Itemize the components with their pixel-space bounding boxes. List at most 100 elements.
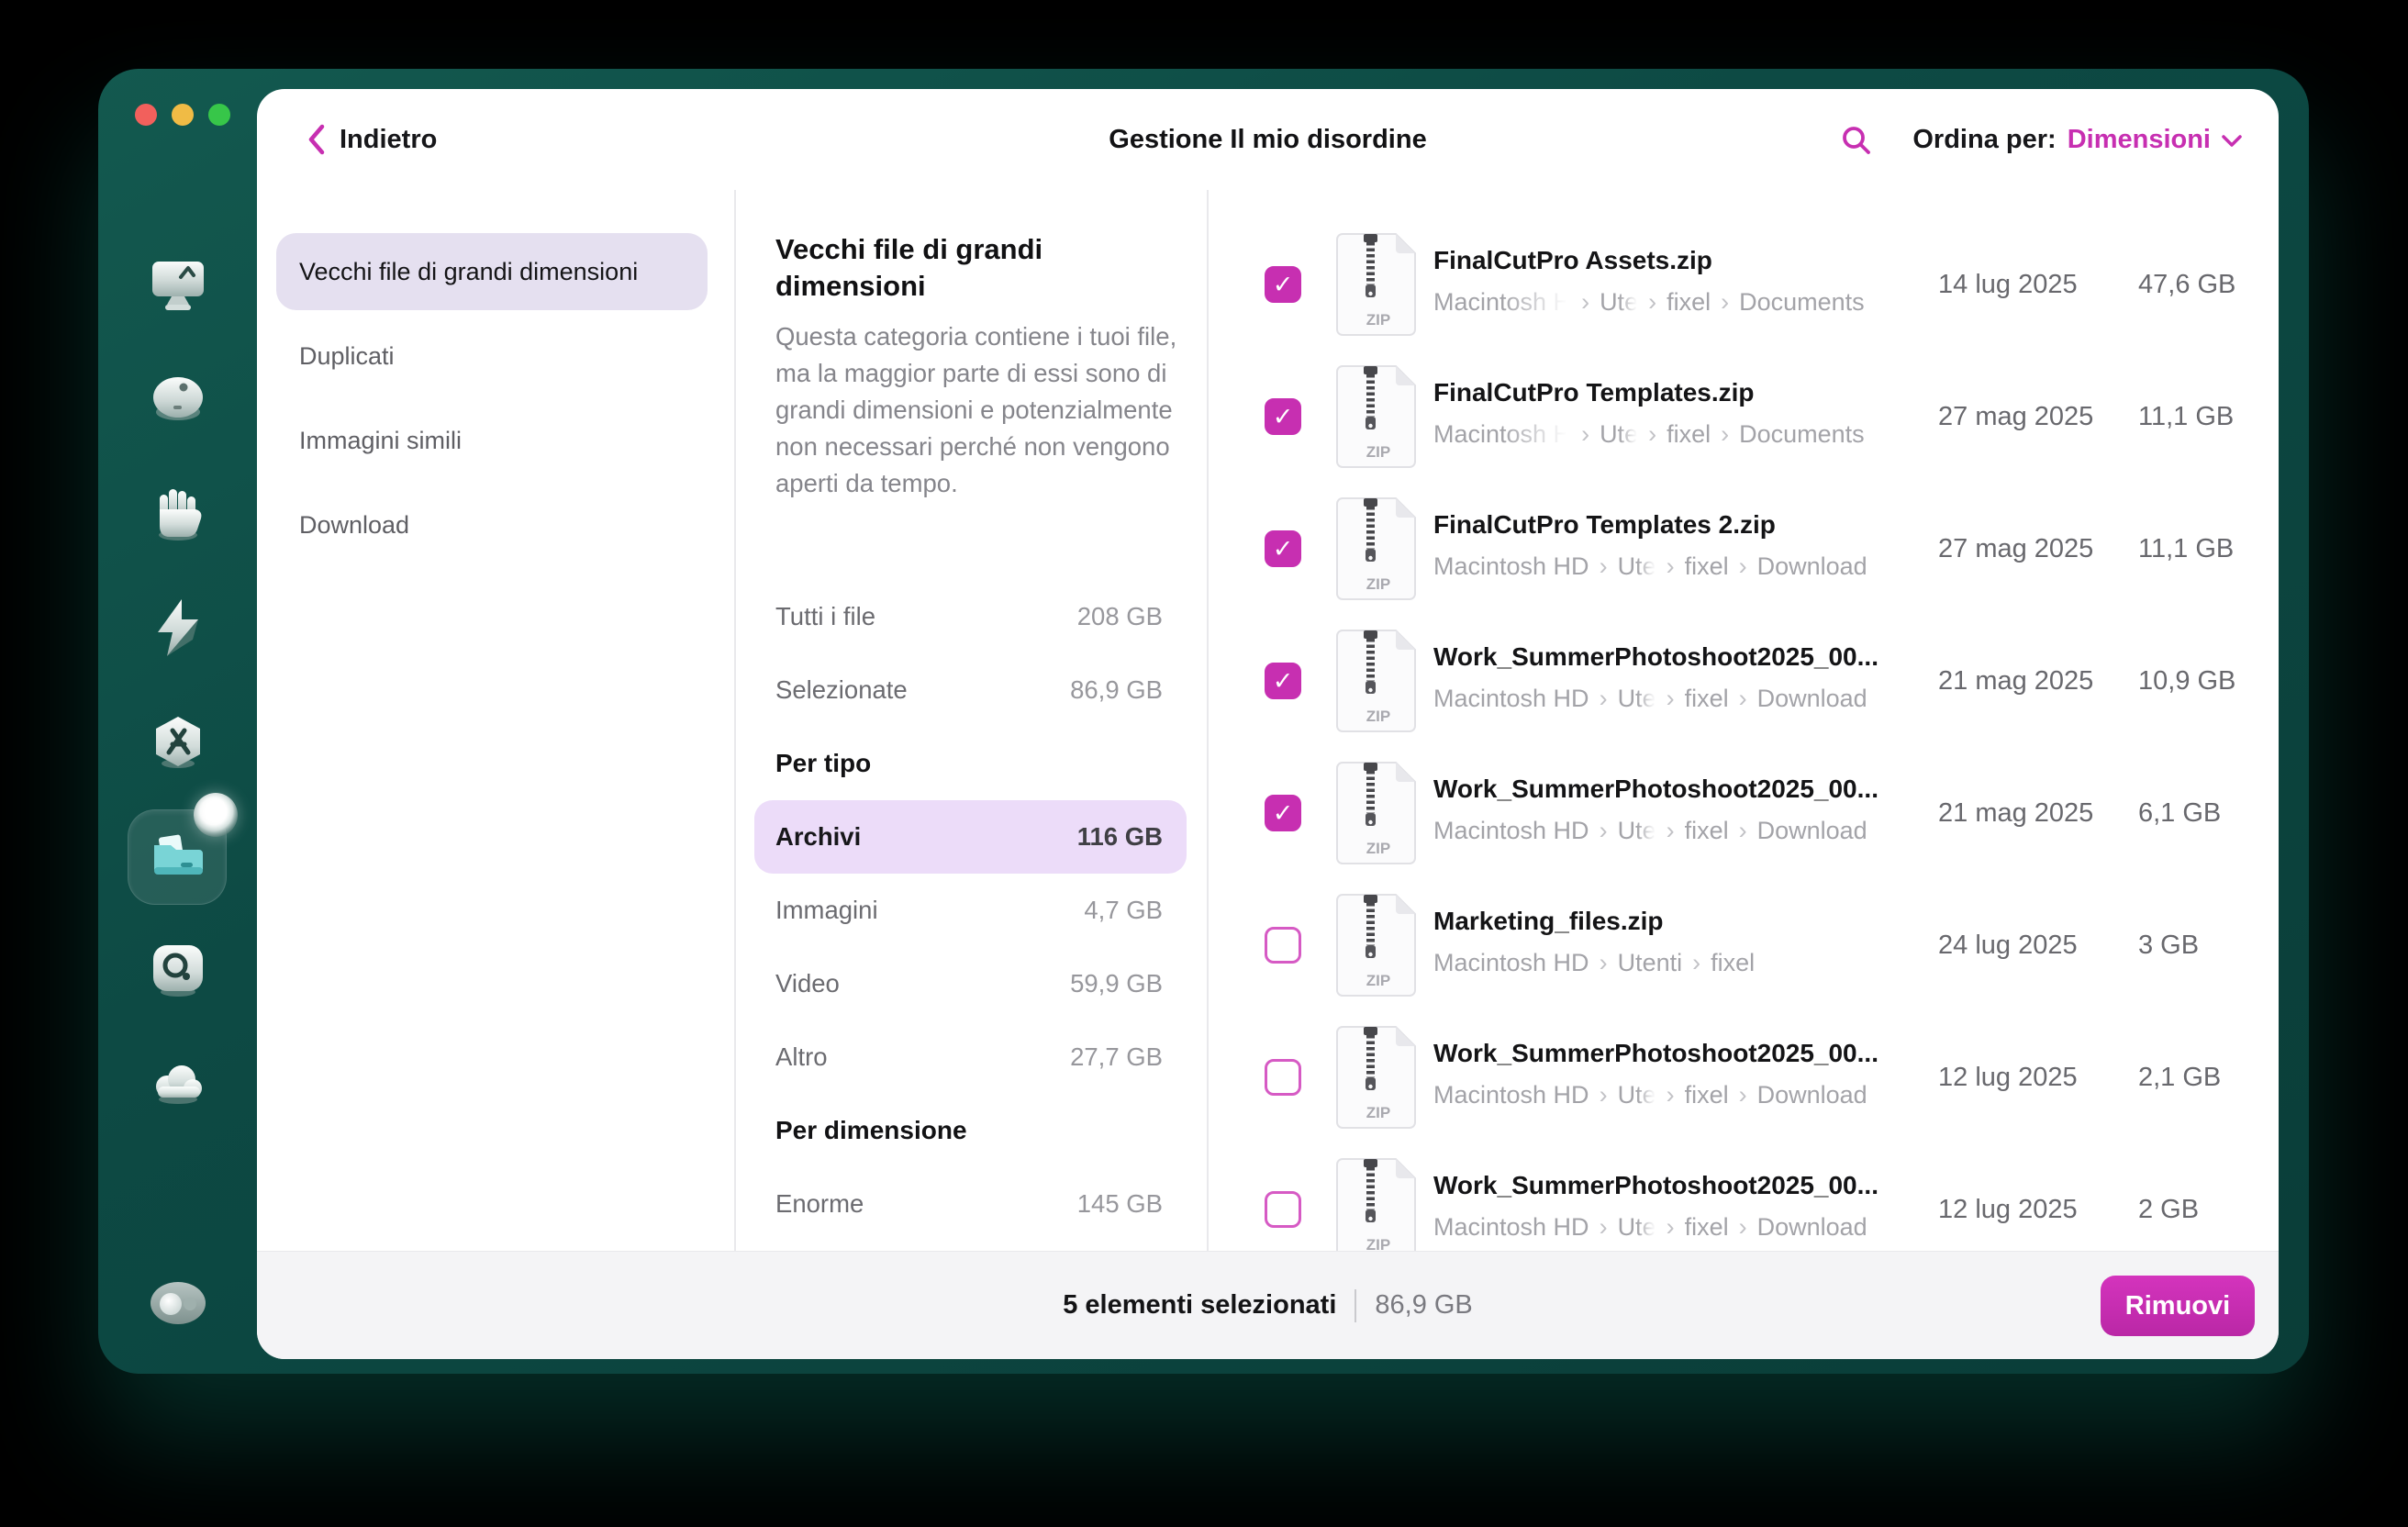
file-row[interactable]: ✓ ZIP Work_SummerPhotoshoot2025_00... Ma… — [1251, 747, 2279, 879]
checkmark-icon: ✓ — [1272, 666, 1294, 695]
svg-text:ZIP: ZIP — [1366, 443, 1390, 461]
sidebar-item-smart-care[interactable] — [98, 237, 257, 338]
remove-button[interactable]: Rimuovi — [2101, 1276, 2255, 1336]
sidebar-item-performance[interactable] — [98, 578, 257, 679]
divider — [1354, 1288, 1357, 1322]
file-size: 2 GB — [2138, 1194, 2200, 1224]
path-segment: Download — [1756, 1081, 1867, 1109]
close-button[interactable] — [135, 104, 157, 126]
file-checkbox[interactable]: ✓ — [1265, 927, 1301, 964]
file-size: 3 GB — [2138, 930, 2200, 960]
category-label: Download — [299, 510, 410, 539]
file-checkbox[interactable]: ✓ — [1265, 398, 1301, 435]
category-item[interactable]: Download — [276, 486, 708, 563]
file-size: 10,9 GB — [2138, 665, 2236, 696]
stat-value: 145 GB — [1076, 1189, 1163, 1218]
path-segment: fixel — [1684, 817, 1729, 844]
stat-label: Tutti i file — [775, 602, 876, 630]
breadcrumb-separator: › — [1648, 288, 1657, 316]
path-segment: Download — [1756, 552, 1867, 580]
divider — [1207, 190, 1209, 1251]
sidebar-item-applications[interactable] — [98, 692, 257, 793]
path-segment: Documents — [1739, 420, 1865, 448]
category-item[interactable]: Immagini simili — [276, 402, 708, 479]
stat-row[interactable]: Altro 27,7 GB — [754, 1020, 1187, 1094]
stat-row[interactable]: Video 59,9 GB — [754, 947, 1187, 1020]
path-segment: Macintosh HD — [1433, 1213, 1589, 1241]
stat-value: 86,9 GB — [1070, 675, 1163, 704]
file-row[interactable]: ✓ ZIP Marketing_files.zip Macintosh HD › U… — [1251, 879, 2279, 1011]
sidebar-item-my-clutter[interactable] — [98, 793, 257, 907]
minimize-button[interactable] — [172, 104, 194, 126]
stat-row[interactable]: Enorme 145 GB — [754, 1167, 1187, 1241]
search-button[interactable] — [1837, 121, 1876, 160]
file-date: 27 mag 2025 — [1938, 401, 2094, 431]
breadcrumb-separator: › — [1599, 949, 1608, 976]
path-segment: Download — [1756, 685, 1867, 712]
sidebar-item-space-lens[interactable] — [98, 920, 257, 1020]
cloud-icon — [155, 1065, 202, 1104]
selection-footer: 5 elementi selezionati 86,9 GB Rimuovi — [257, 1251, 2279, 1359]
detail-description: Questa categoria contiene i tuoi file, m… — [775, 322, 1177, 497]
file-checkbox[interactable]: ✓ — [1265, 1191, 1301, 1228]
stat-row[interactable]: Selezionate 86,9 GB — [754, 653, 1187, 727]
app-window: Indietro Gestione Il mio disordine Ordin… — [98, 69, 2309, 1374]
svg-text:ZIP: ZIP — [1366, 972, 1390, 989]
stat-value: 27,7 GB — [1070, 1042, 1163, 1071]
file-name: Work_SummerPhotoshoot2025_00... — [1433, 642, 1878, 671]
path-segment: Utenti — [1617, 949, 1683, 976]
file-checkbox[interactable]: ✓ — [1265, 530, 1301, 567]
detail-title: Vecchi file di grandi dimensioni — [775, 233, 1043, 302]
header-bar: Indietro Gestione Il mio disordine Ordin… — [257, 89, 2279, 190]
path-segment: Download — [1756, 1213, 1867, 1241]
file-date: 12 lug 2025 — [1938, 1062, 2078, 1092]
back-label: Indietro — [340, 124, 438, 154]
file-row[interactable]: ✓ ZIP FinalCutPro Assets.zip Macintosh H… — [1251, 218, 2279, 351]
stat-row: Per tipo — [754, 727, 1187, 800]
applications-hexagon-icon — [155, 717, 200, 768]
file-checkbox[interactable]: ✓ — [1265, 663, 1301, 699]
search-icon — [1843, 127, 1870, 154]
sidebar-item-assistant[interactable] — [98, 1253, 257, 1354]
stat-label: Archivi — [775, 822, 862, 851]
svg-text:ZIP: ZIP — [1366, 575, 1390, 593]
file-row[interactable]: ✓ ZIP Work_SummerPhotoshoot2025_00... Ma… — [1251, 1011, 2279, 1143]
stat-row[interactable]: Archivi 116 GB — [754, 800, 1187, 874]
sidebar-item-cleanup[interactable] — [98, 351, 257, 451]
back-button[interactable]: Indietro — [308, 89, 437, 190]
breadcrumb-separator: › — [1599, 685, 1608, 712]
sort-control[interactable]: Ordina per: Dimensioni — [1912, 89, 2242, 190]
zip-file-icon: ZIP — [1335, 1026, 1421, 1129]
path-segment: Macintosh HD — [1433, 552, 1589, 580]
sidebar-item-protection[interactable] — [98, 464, 257, 565]
category-item[interactable]: Vecchi file di grandi dimensioni — [276, 233, 708, 310]
category-item[interactable]: Duplicati — [276, 318, 708, 395]
file-row[interactable]: ✓ ZIP FinalCutPro Templates 2.zip Macint… — [1251, 483, 2279, 615]
stat-list: Tutti i file 208 GB Selezionate 86,9 GB … — [754, 580, 1187, 1241]
lightning-icon — [157, 599, 198, 656]
file-checkbox[interactable]: ✓ — [1265, 1059, 1301, 1096]
breadcrumb-separator: › — [1599, 817, 1608, 844]
zoom-button[interactable] — [208, 104, 230, 126]
sort-value-dropdown[interactable]: Dimensioni — [2067, 124, 2211, 154]
file-row[interactable]: ✓ ZIP FinalCutPro Templates.zip Macintos… — [1251, 351, 2279, 483]
file-checkbox[interactable]: ✓ — [1265, 795, 1301, 831]
file-name: Work_SummerPhotoshoot2025_00... — [1433, 1039, 1878, 1067]
path-segment: Ute — [1617, 685, 1656, 712]
content-panel: Indietro Gestione Il mio disordine Ordin… — [257, 89, 2279, 1359]
file-row[interactable]: ✓ ZIP Work_SummerPhotoshoot2025_00... Ma… — [1251, 1143, 2279, 1276]
sidebar-item-cloud[interactable] — [98, 1033, 257, 1134]
stat-label: Per dimensione — [775, 1116, 967, 1144]
path-segment: Ute — [1617, 552, 1656, 580]
file-path-breadcrumb: Macintosh HD › Ute › fixel › Download — [1433, 1081, 1867, 1109]
stat-row[interactable]: Immagini 4,7 GB — [754, 874, 1187, 947]
path-segment: Ute — [1617, 817, 1656, 844]
chevron-down-icon — [2222, 135, 2242, 147]
file-path-breadcrumb: Macintosh HD › Ute › fixel › Download — [1433, 817, 1867, 845]
zip-file-icon: ZIP — [1335, 365, 1421, 468]
file-checkbox[interactable]: ✓ — [1265, 266, 1301, 303]
stat-row[interactable]: Tutti i file 208 GB — [754, 580, 1187, 653]
breadcrumb-separator: › — [1599, 1081, 1608, 1109]
breadcrumb-separator: › — [1666, 552, 1675, 580]
file-row[interactable]: ✓ ZIP Work_SummerPhotoshoot2025_00... Ma… — [1251, 615, 2279, 747]
